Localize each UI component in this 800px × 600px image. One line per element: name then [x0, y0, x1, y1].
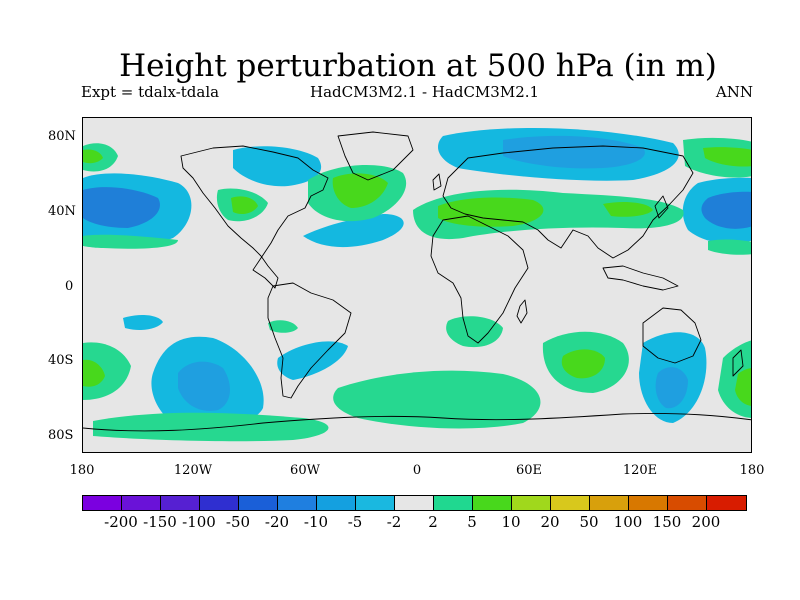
- experiment-label: Expt = tdalx-tdala: [81, 83, 220, 101]
- anomaly-region-tropical-pacific-sh: [268, 320, 298, 333]
- legend-label: 200: [691, 513, 721, 531]
- anomaly-region-pacific-tropic-west: [83, 234, 178, 249]
- legend-swatch: [551, 496, 590, 510]
- legend-label: 50: [579, 513, 599, 531]
- legend-label: -2: [386, 513, 402, 531]
- anomaly-region-antarctic-ring: [93, 412, 329, 442]
- legend-label: 2: [428, 513, 438, 531]
- legend-label: 10: [501, 513, 521, 531]
- coastline-japan: [654, 195, 669, 219]
- positive-anomaly-regions: [83, 137, 751, 442]
- lon-label-60w: 60W: [290, 463, 320, 478]
- anomaly-region-atlantic-subtropic: [303, 214, 404, 248]
- negative-anomaly-regions: [83, 127, 751, 428]
- coastline-uk: [432, 173, 442, 191]
- coastline-maritime-continent: [602, 265, 679, 291]
- anomaly-region-s-indian-core: [561, 349, 605, 379]
- legend-swatch: [356, 496, 395, 510]
- anomaly-region-southern-ocean-east-core: [735, 368, 751, 406]
- coastline-new-zealand: [732, 349, 744, 377]
- legend-swatch: [434, 496, 473, 510]
- legend-swatch: [668, 496, 707, 510]
- legend-swatch: [512, 496, 551, 510]
- lat-label-40s: 40S: [48, 353, 74, 368]
- legend-label: 5: [467, 513, 477, 531]
- coastline-south-america: [267, 282, 352, 399]
- anomaly-region-n-pacific-west-core: [83, 187, 160, 228]
- anomaly-region-n-america-east-core: [231, 196, 258, 214]
- lat-label-equator: 0: [65, 279, 74, 294]
- legend-swatch: [707, 496, 746, 510]
- lat-label-40n: 40N: [48, 204, 76, 219]
- legend-label: -20: [264, 513, 290, 531]
- lat-label-80s: 80S: [48, 428, 74, 443]
- color-legend: [82, 495, 747, 511]
- legend-label: -100: [182, 513, 216, 531]
- anomaly-region-pacific-tropic-east: [708, 239, 751, 255]
- map-title: Height perturbation at 500 hPa (in m): [119, 48, 717, 84]
- legend-label: 20: [540, 513, 560, 531]
- legend-swatch: [161, 496, 200, 510]
- anomaly-region-southern-ocean: [333, 370, 541, 429]
- lon-label-120e: 120E: [622, 463, 658, 478]
- lon-label-60e: 60E: [515, 463, 543, 478]
- anomaly-region-southern-ocean-west-core: [83, 359, 105, 387]
- coastlines: [83, 131, 751, 432]
- anomaly-region-arctic-canada: [233, 146, 322, 187]
- anomaly-region-eurasia-mid-core: [438, 197, 544, 227]
- legend-swatch: [629, 496, 668, 510]
- model-comparison-label: HadCM3M2.1 - HadCM3M2.1: [310, 83, 540, 101]
- lon-label-0: 0: [412, 463, 422, 478]
- legend-label: -150: [143, 513, 177, 531]
- legend-label: -50: [225, 513, 251, 531]
- anomaly-region-eurasia-mid-core-east: [603, 202, 653, 217]
- coastline-australia: [642, 307, 702, 364]
- anomaly-region-pacific-sh-core: [178, 361, 230, 411]
- legend-label: 100: [613, 513, 643, 531]
- coastline-africa: [430, 215, 529, 344]
- anomaly-region-south-pacific-east: [123, 314, 163, 330]
- coastline-antarctica: [83, 413, 751, 432]
- legend-swatch: [590, 496, 629, 510]
- legend-swatch: [200, 496, 239, 510]
- anomaly-region-arctic-east-core: [703, 147, 751, 167]
- legend-swatch: [278, 496, 317, 510]
- anomaly-region-eurasia-north-core: [503, 135, 645, 169]
- lon-label-180e: 180: [739, 463, 765, 478]
- legend-swatch: [317, 496, 356, 510]
- lat-label-80n: 80N: [48, 129, 76, 144]
- coastline-north-america: [180, 145, 329, 289]
- legend-swatch: [473, 496, 512, 510]
- legend-swatch: [122, 496, 161, 510]
- anomaly-region-n-pacific-east-core: [701, 191, 751, 229]
- anomaly-region-australia-south-core: [655, 367, 688, 409]
- legend-label: 150: [652, 513, 682, 531]
- legend-label: -5: [347, 513, 363, 531]
- anomaly-region-s-atlantic: [446, 316, 503, 348]
- anomaly-region-n-atlantic-core: [332, 173, 388, 208]
- legend-swatch: [239, 496, 278, 510]
- legend-label: -10: [303, 513, 329, 531]
- coastline-madagascar: [516, 299, 528, 324]
- season-label: ANN: [715, 83, 753, 101]
- lon-label-120w: 120W: [173, 463, 213, 478]
- contour-map: [83, 118, 751, 452]
- coastline-greenland: [337, 131, 414, 181]
- legend-swatch: [83, 496, 122, 510]
- lon-label-180w: 180: [69, 463, 95, 478]
- legend-swatch: [395, 496, 434, 510]
- map-panel: [82, 117, 752, 453]
- anomaly-region-arctic-west-core: [83, 149, 103, 164]
- coastline-eurasia: [442, 145, 694, 259]
- legend-label: -200: [104, 513, 138, 531]
- anomaly-region-s-america-west: [277, 341, 348, 380]
